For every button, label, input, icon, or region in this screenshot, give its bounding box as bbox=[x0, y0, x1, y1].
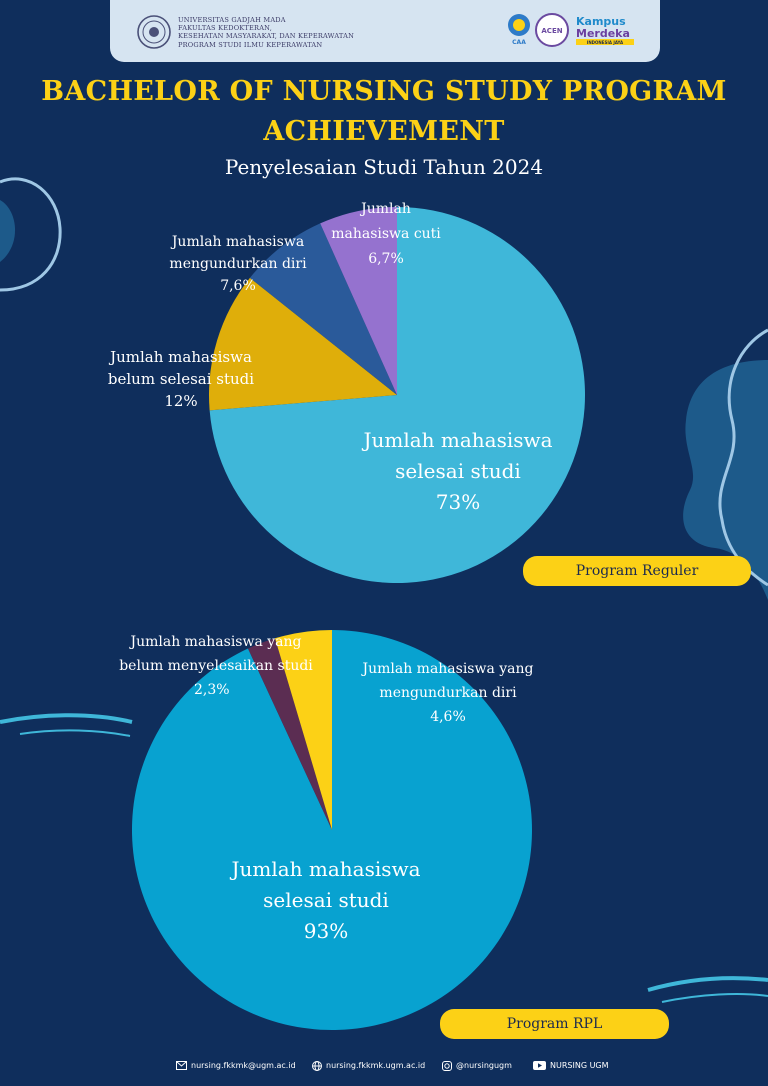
chart-title-rpl: Program RPL bbox=[440, 1009, 669, 1039]
pie1-slice-selesai bbox=[209, 207, 586, 583]
youtube-icon bbox=[533, 1061, 546, 1070]
pie-chart-rpl bbox=[131, 630, 532, 1030]
kampus-text: Kampus bbox=[576, 15, 626, 28]
left-blob bbox=[0, 200, 16, 262]
label-line: belum selesai studi bbox=[107, 370, 255, 388]
label-line: Jumlah mahasiswa bbox=[110, 348, 252, 366]
footer-website[interactable]: nursing.fkkmk.ugm.ac.id bbox=[312, 1060, 425, 1072]
slice-value: 4,6% bbox=[430, 709, 466, 725]
email-text: nursing.fkkmk@ugm.ac.id bbox=[191, 1061, 296, 1070]
label-line: selesai studi bbox=[395, 459, 521, 483]
instagram-icon bbox=[442, 1060, 452, 1071]
indonesia-jaya-text: INDONESIA JAYA bbox=[587, 40, 624, 45]
pie1-slice-mundur bbox=[249, 223, 397, 395]
label-line: Jumlah mahasiswa yang bbox=[362, 661, 534, 677]
pie2-label-belum: Jumlah mahasiswa yang belum menyelesaika… bbox=[100, 630, 332, 702]
page-title-line-1: BACHELOR OF NURSING STUDY PROGRAM bbox=[41, 76, 727, 107]
globe-icon bbox=[312, 1060, 322, 1071]
ugm-crest-icon bbox=[137, 15, 171, 49]
pie2-slice-belum bbox=[247, 638, 332, 830]
website-text: nursing.fkkmk.ugm.ac.id bbox=[326, 1061, 426, 1070]
pie1-label-cuti: Jumlah mahasiswa cuti 6,7% bbox=[318, 197, 454, 272]
pie1-label-selesai: Jumlah mahasiswa selesai studi 73% bbox=[330, 425, 586, 518]
slice-value: 12% bbox=[164, 392, 198, 410]
program-line: PROGRAM STUDI ILMU KEPERAWATAN bbox=[178, 40, 323, 49]
left-wave bbox=[0, 713, 133, 724]
caa-logo-icon: CAA bbox=[508, 14, 530, 46]
pie-chart-reguler bbox=[209, 207, 586, 583]
faculty-line-2: KESEHATAN MASYARAKAT, DAN KEPERAWATAN bbox=[178, 32, 355, 41]
pie2-label-selesai: Jumlah mahasiswa selesai studi 93% bbox=[200, 854, 452, 947]
merdeka-text: Merdeka bbox=[576, 27, 630, 40]
footer-email[interactable]: nursing.fkkmk@ugm.ac.id bbox=[176, 1060, 296, 1072]
pie2-label-mundur: Jumlah mahasiswa yang mengundurkan diri … bbox=[342, 657, 554, 729]
pie1-label-mundur: Jumlah mahasiswa mengundurkan diri 7,6% bbox=[162, 231, 314, 297]
instagram-text: @nursingugm bbox=[456, 1061, 512, 1070]
slice-value: 2,3% bbox=[194, 682, 230, 698]
label-line: Jumlah mahasiswa bbox=[171, 234, 305, 250]
label-line: selesai studi bbox=[263, 888, 389, 912]
page-title-line-2: ACHIEVEMENT bbox=[263, 116, 505, 147]
university-line: UNIVERSITAS GADJAH MADA bbox=[178, 16, 286, 24]
pie1-slice-belum bbox=[209, 277, 397, 411]
page-subtitle: Penyelesaian Studi Tahun 2024 bbox=[224, 155, 544, 179]
slice-value: 7,6% bbox=[220, 278, 256, 294]
label-line: Jumlah mahasiswa bbox=[231, 857, 421, 881]
left-wave-2 bbox=[19, 729, 131, 737]
faculty-line: FAKULTAS KEDOKTERAN, bbox=[178, 24, 273, 33]
label-line: mengundurkan diri bbox=[379, 685, 517, 701]
label-line: Jumlah mahasiswa yang bbox=[130, 634, 302, 650]
pie2-slice-mundur bbox=[275, 630, 332, 830]
pie2-slice-selesai bbox=[131, 630, 532, 1030]
footer-youtube[interactable]: NURSING UGM bbox=[533, 1060, 609, 1072]
pie1-label-belum: Jumlah mahasiswa belum selesai studi 12% bbox=[86, 346, 276, 412]
right-wave-2 bbox=[661, 993, 768, 1003]
slice-value: 73% bbox=[435, 490, 481, 514]
acen-logo-text: ACEN bbox=[541, 27, 562, 35]
slice-value: 93% bbox=[303, 919, 349, 943]
right-wave bbox=[647, 976, 768, 992]
label-line: mengundurkan diri bbox=[169, 256, 307, 272]
label-line: Jumlah bbox=[361, 201, 411, 217]
label-line: mahasiswa cuti bbox=[331, 226, 441, 242]
label-line: Jumlah mahasiswa bbox=[363, 428, 553, 452]
right-blob bbox=[683, 360, 768, 600]
chart-title-reguler: Program Reguler bbox=[523, 556, 751, 586]
caa-logo-text: CAA bbox=[512, 39, 526, 46]
university-name: UNIVERSITAS GADJAH MADA FAKULTAS KEDOKTE… bbox=[178, 16, 354, 49]
slice-value: 6,7% bbox=[368, 251, 404, 267]
footer-instagram[interactable]: @nursingugm bbox=[442, 1060, 512, 1072]
mail-icon bbox=[176, 1061, 187, 1070]
pie1-slice-cuti bbox=[320, 207, 397, 395]
label-line: belum menyelesaikan studi bbox=[119, 658, 313, 674]
youtube-text: NURSING UGM bbox=[550, 1061, 609, 1070]
kampus-merdeka-logo-icon: Kampus Merdeka INDONESIA JAYA bbox=[576, 15, 634, 45]
acen-logo-icon: ACEN bbox=[535, 13, 569, 47]
left-blob-outline bbox=[0, 177, 62, 292]
